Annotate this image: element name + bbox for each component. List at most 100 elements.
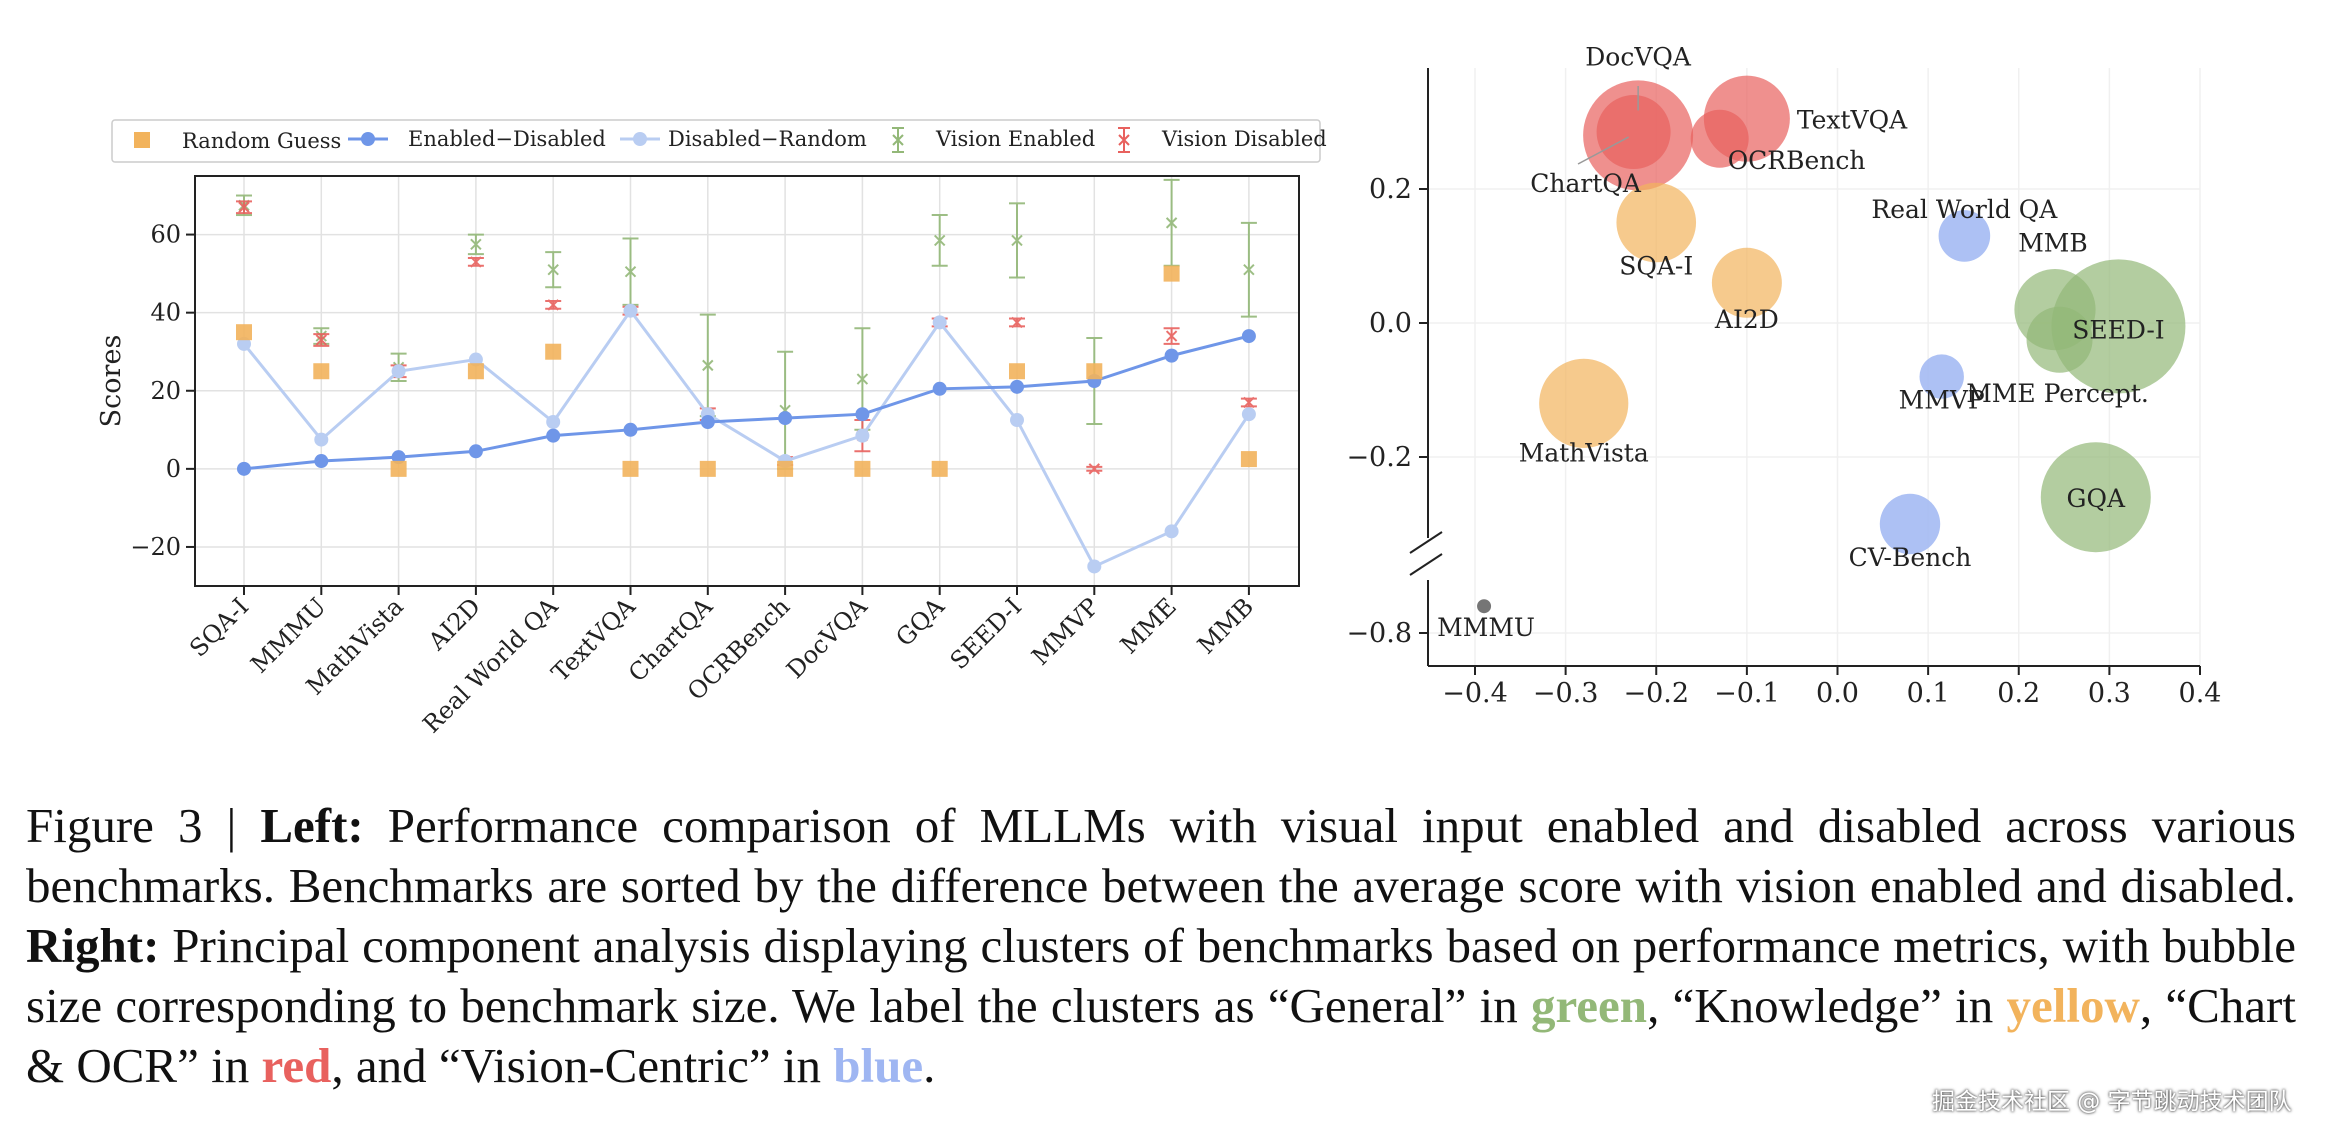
legend-vision-disabled: Vision Disabled — [1161, 127, 1327, 151]
vision-enabled-errorbar — [699, 313, 716, 418]
caption-text-6: . — [923, 1038, 936, 1093]
legend-frame — [111, 119, 1321, 163]
bubble-real-world-qa — [1938, 210, 1991, 262]
disabled-random-point — [391, 364, 406, 379]
vision-enabled-errorbar-marker — [1011, 234, 1023, 247]
random-guess-marker — [931, 460, 948, 477]
vision-disabled-errorbar — [1009, 316, 1025, 329]
right-bubbles: DocVQA ChartQA OCRBench TextVQA SQA-I AI2D Mat… — [1437, 42, 2186, 642]
bubble-mmvp — [1919, 354, 1964, 399]
enabled-disabled-point — [700, 415, 715, 429]
vision-enabled-errorbar-marker — [624, 265, 637, 278]
enabled-disabled-point — [546, 428, 561, 443]
legend-disabled-random: Disabled−Random — [668, 127, 867, 151]
enabled-disabled-line — [243, 334, 1250, 471]
enabled-disabled-point — [237, 461, 251, 476]
figure-caption: Figure 3 | Left: Performance comparison … — [26, 796, 2296, 1096]
bubble-sqa-i — [1616, 182, 1697, 263]
vision-disabled-errorbar-marker — [315, 334, 328, 346]
disabled-random-point — [546, 415, 561, 429]
bubble-mmmu — [1477, 599, 1492, 614]
bubble-label: MMMU — [1437, 613, 1535, 642]
right-x-tick-label: 0.3 — [2088, 678, 2131, 709]
vision-disabled-errorbar-marker — [1088, 463, 1101, 475]
left-y-tick-label: −20 — [130, 533, 181, 561]
caption-text-4: , “Chart & OCR” in — [26, 978, 2296, 1093]
caption-red-word: red — [261, 1038, 332, 1093]
enabled-disabled-point — [391, 450, 406, 465]
right-x-tick-label: −0.2 — [1623, 678, 1689, 709]
enabled-disabled-point — [468, 444, 483, 459]
vision-enabled-errorbar-marker — [933, 234, 946, 247]
vision-enabled-errorbar-marker — [470, 238, 482, 251]
random-guess-marker — [699, 460, 716, 477]
vision-disabled-errorbar — [1240, 396, 1257, 409]
bubble-mathvista — [1539, 358, 1629, 448]
left-legend: Random Guess Enabled−Disabled Disabled−R… — [111, 119, 1327, 163]
bubble-cv-bench — [1879, 493, 1941, 555]
random-guess-marker — [777, 460, 794, 477]
disabled-random-point — [623, 303, 638, 318]
caption-text-2: Principal component analysis displaying … — [26, 918, 2296, 1033]
vision-enabled-errorbar — [1240, 221, 1257, 318]
vision-enabled-errorbar-marker — [1243, 264, 1255, 276]
legend-vision-enabled: Vision Enabled — [935, 127, 1095, 151]
enabled-disabled-point — [855, 407, 870, 422]
random-guess-marker — [1163, 265, 1180, 282]
bubble-label: CV-Bench — [1849, 543, 1972, 572]
random-guess-marker — [1086, 363, 1103, 380]
left-y-tick-label: 60 — [150, 221, 181, 249]
vision-enabled-errorbar-marker — [702, 359, 714, 372]
disabled-random-point — [1087, 559, 1102, 574]
caption-green-word: green — [1530, 978, 1648, 1033]
vision-enabled-errorbar — [1009, 202, 1025, 279]
disabled-random-line — [242, 308, 1251, 569]
legend-vision-disabled-icon — [1118, 127, 1130, 153]
vision-disabled-errorbar-marker — [1011, 316, 1023, 329]
caption-yellow-word: yellow — [2006, 978, 2140, 1033]
enabled-disabled-point — [778, 411, 793, 426]
vision-enabled-errorbar — [931, 214, 948, 267]
vision-disabled-errorbar-marker — [1243, 396, 1255, 409]
legend-random-guess-icon — [134, 132, 150, 148]
bubble-label: MME Percept. — [1966, 379, 2149, 408]
right-y-ticks: 0.2 0.0 −0.2 −0.8 — [1346, 174, 1428, 649]
left-y-tick-label: 40 — [150, 299, 181, 327]
disabled-random-point — [1164, 524, 1179, 539]
left-y-tick-label: 0 — [166, 455, 181, 483]
right-axes — [1409, 68, 2200, 667]
vision-disabled-errorbar-marker — [547, 299, 559, 311]
caption-text-5: , and “Vision-Centric” in — [331, 1038, 834, 1093]
vision-disabled-errorbar — [1086, 463, 1103, 475]
legend-disabled-random-marker — [633, 132, 647, 146]
disabled-random-point — [1010, 413, 1024, 428]
vision-enabled-errorbar-marker — [1165, 217, 1178, 229]
bubble-label: MMVP — [1899, 386, 1985, 415]
right-y-tick-label: −0.8 — [1346, 618, 1412, 649]
bubble-label: OCRBench — [1728, 146, 1866, 175]
bubble-label: Real World QA — [1871, 195, 2058, 224]
caption-figure-label: Figure 3 | — [26, 798, 261, 853]
bubble-gqa — [2040, 442, 2151, 553]
left-y-ticks: 60 40 20 0 −20 — [130, 221, 195, 561]
watermark: 掘金技术社区 @ 字节跳动技术团队 — [1932, 1089, 2292, 1115]
enabled-disabled-point — [932, 381, 947, 396]
legend-enabled-disabled: Enabled−Disabled — [408, 127, 606, 151]
disabled-random-point — [314, 432, 329, 447]
right-y-tick-label: 0.2 — [1369, 174, 1412, 205]
bubble-label: DocVQA — [1585, 42, 1692, 71]
vision-disabled-errorbar-marker — [470, 256, 482, 268]
right-x-ticks: −0.4 −0.3 −0.2 −0.1 0.0 0.1 0.2 0.3 0.4 — [1442, 666, 2221, 709]
left-series — [236, 178, 1257, 574]
disabled-random-point — [855, 428, 870, 443]
right-x-tick-label: 0.0 — [1816, 678, 1859, 709]
random-guess-marker — [854, 460, 871, 477]
vision-enabled-errorbar — [545, 251, 562, 289]
bubble-textvqa — [1703, 75, 1790, 162]
caption-text-3: , “Knowledge” in — [1647, 978, 2007, 1033]
enabled-disabled-point — [314, 454, 329, 469]
bubble-label: MMB — [2018, 229, 2088, 258]
right-x-tick-label: −0.3 — [1533, 678, 1599, 709]
right-x-tick-label: 0.4 — [2179, 678, 2222, 709]
right-chart: 0.2 0.0 −0.2 −0.8 −0.4 −0.3 −0.2 −0.1 0.0 0.1 0.2… — [1346, 42, 2221, 709]
